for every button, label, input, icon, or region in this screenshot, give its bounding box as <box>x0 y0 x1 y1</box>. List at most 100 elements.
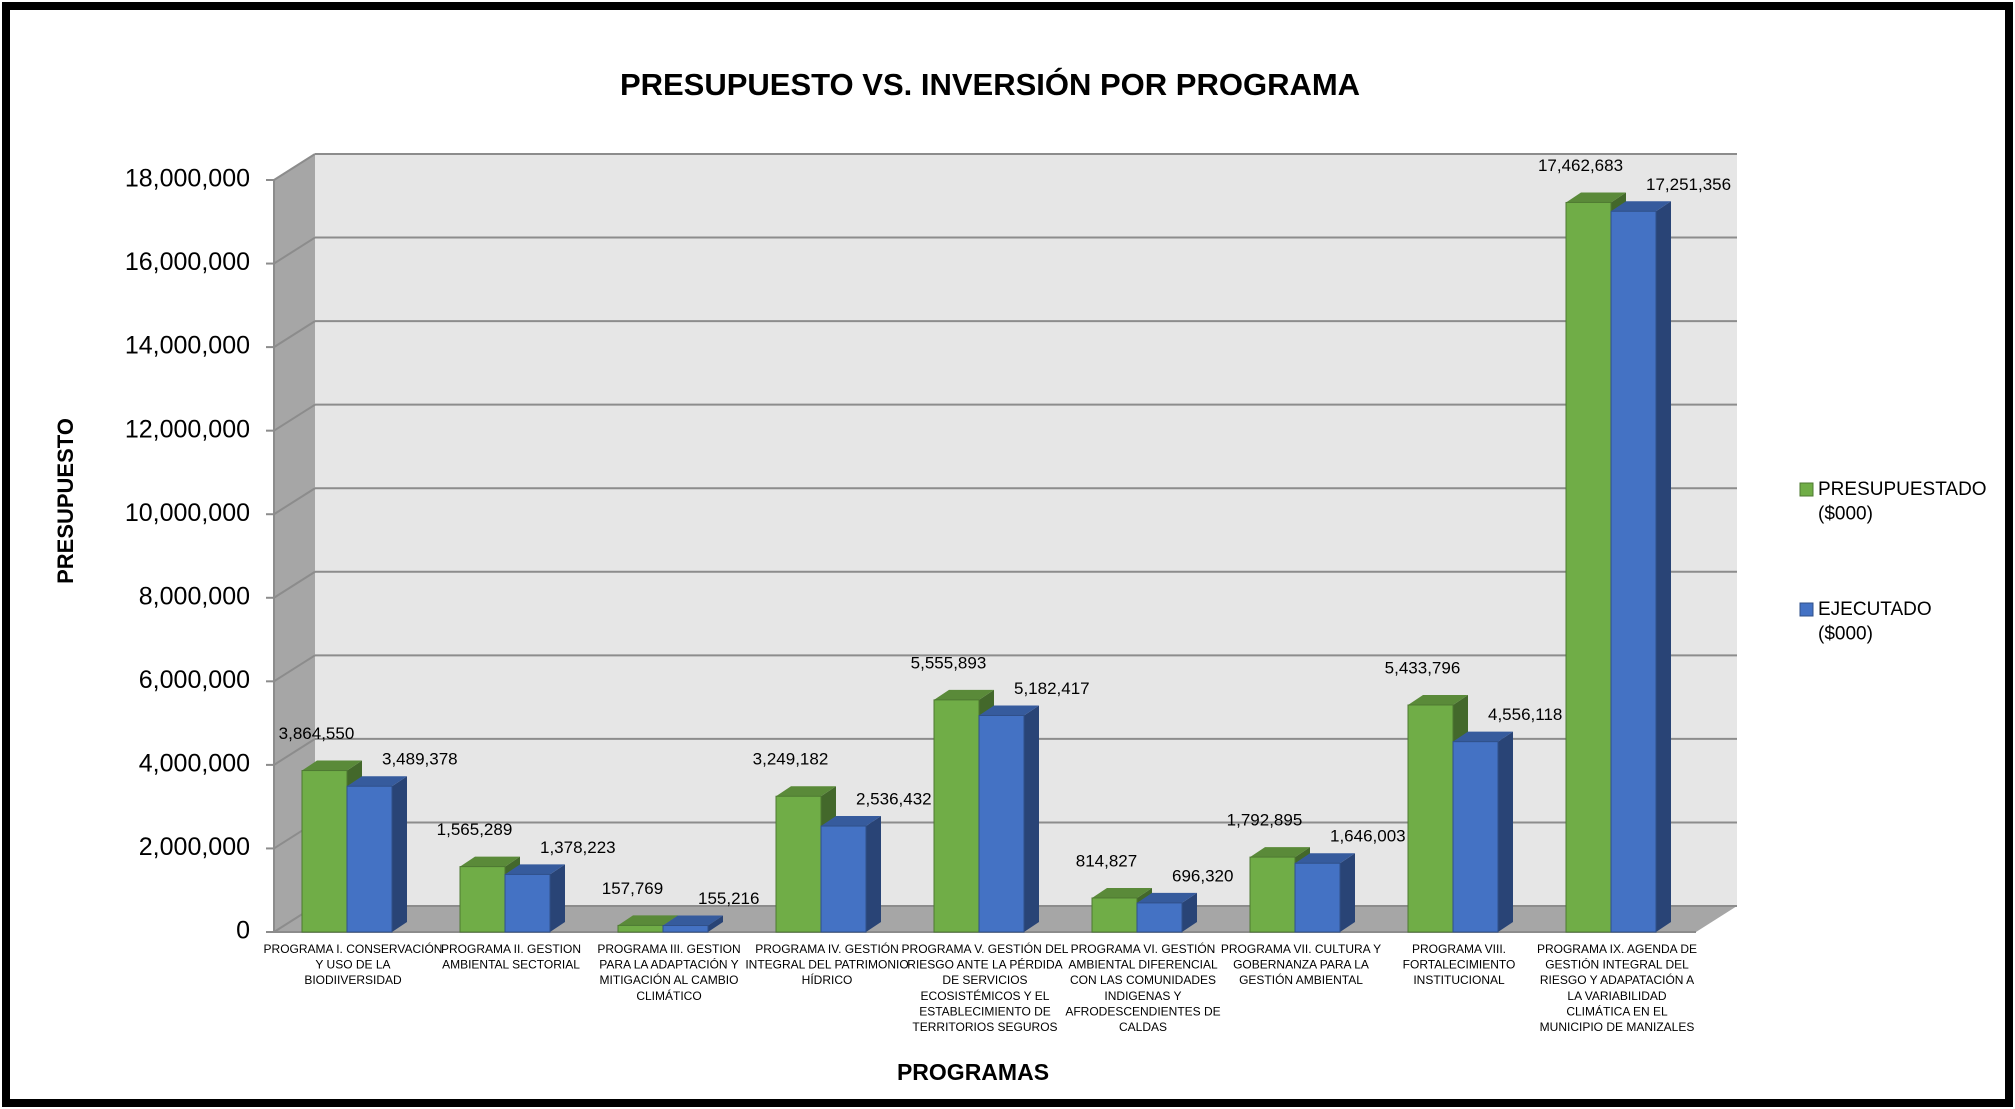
value-label: 2,536,432 <box>856 790 932 809</box>
grid-line-side <box>273 320 316 348</box>
y-tick-label: 10,000,000 <box>125 499 250 527</box>
x-tick-label: PROGRAMA II. GESTION AMBIENTAL SECTORIAL <box>441 942 581 972</box>
x-tick-label: PROGRAMA III. GESTION PARA LA ADAPTACIÓN … <box>597 942 740 1003</box>
bar-top <box>1453 731 1513 742</box>
y-tick-label: 14,000,000 <box>125 332 250 360</box>
bar <box>1249 856 1296 933</box>
bar-side <box>1498 731 1513 932</box>
bar-top <box>1611 201 1671 212</box>
bar <box>1452 741 1499 933</box>
x-tick-label: PROGRAMA IX. AGENDA DE GESTIÓN INTEGRAL D… <box>1537 942 1697 1034</box>
y-axis-title: PRESUPUESTO <box>53 418 78 584</box>
side-wall <box>274 154 315 932</box>
grid-line-side <box>273 738 316 766</box>
value-label: 814,827 <box>1076 851 1137 870</box>
bar <box>1091 897 1138 933</box>
value-label: 696,320 <box>1172 866 1233 885</box>
back-wall <box>315 154 1737 906</box>
bar <box>346 785 393 933</box>
bar <box>775 795 822 933</box>
y-tick-label: 2,000,000 <box>139 833 250 861</box>
grid-line-side <box>273 570 316 599</box>
bar-top <box>460 856 520 867</box>
value-label: 1,378,223 <box>540 838 616 857</box>
value-label: 3,489,378 <box>382 750 458 769</box>
grid-line-side <box>273 487 316 516</box>
bar <box>1136 902 1183 933</box>
bar <box>1565 201 1612 933</box>
x-tick-label: PROGRAMA VII. CULTURA Y GOBERNANZA PARA L… <box>1221 942 1381 987</box>
bar-top <box>1092 887 1152 898</box>
bar <box>1294 862 1341 933</box>
bar-top <box>821 816 881 827</box>
bar-side <box>1340 853 1355 932</box>
bar-top <box>1137 892 1197 903</box>
x-tick-label: PROGRAMA V. GESTIÓN DEL RIESGO ANTE LA PÉ… <box>902 941 1069 1034</box>
bar-side <box>866 816 881 932</box>
value-label: 155,216 <box>698 889 759 908</box>
bar-top <box>934 689 994 700</box>
bar-side <box>392 776 407 932</box>
value-label: 3,864,550 <box>279 724 355 743</box>
x-axis-title: PROGRAMAS <box>897 1059 1049 1085</box>
bar <box>301 770 348 933</box>
bar-side <box>1024 705 1039 932</box>
value-label: 17,462,683 <box>1538 156 1623 175</box>
value-label: 17,251,356 <box>1646 175 1731 194</box>
value-label: 5,433,796 <box>1385 658 1461 677</box>
y-tick-label: 18,000,000 <box>125 165 250 193</box>
y-tick-label: 0 <box>236 917 250 945</box>
y-tick-label: 12,000,000 <box>125 415 250 443</box>
grid-line-side <box>273 236 316 265</box>
bar <box>662 925 709 933</box>
bar-top <box>1566 192 1626 203</box>
bar-top <box>505 864 565 875</box>
bar-top <box>979 705 1039 716</box>
y-tick-label: 4,000,000 <box>139 749 250 777</box>
bar <box>617 924 664 933</box>
legend-label: PRESUPUESTADO ($000) <box>1818 479 1987 525</box>
bar-side <box>708 915 723 932</box>
chart-title: PRESUPUESTO VS. INVERSIÓN POR PROGRAMA <box>620 66 1360 102</box>
grid-line-side <box>273 403 316 432</box>
bar-side <box>550 864 565 932</box>
bar <box>820 825 867 933</box>
y-tick-label: 16,000,000 <box>125 248 250 276</box>
x-tick-label: PROGRAMA VIII. FORTALECIMIENTO INSTITUCION… <box>1403 942 1516 987</box>
x-tick-label: PROGRAMA I. CONSERVACIÓN Y USO DE LA BIODI… <box>264 941 443 987</box>
value-label: 1,792,895 <box>1227 811 1303 830</box>
value-label: 4,556,118 <box>1488 705 1562 724</box>
grid-line-side <box>273 654 316 683</box>
x-tick-label: PROGRAMA IV. GESTIÓN INTEGRAL DEL PATRIMO… <box>745 941 908 987</box>
bar <box>504 873 551 933</box>
grid-line-side <box>273 153 316 181</box>
y-tick-label: 8,000,000 <box>139 582 250 610</box>
bar-top <box>776 786 836 797</box>
value-label: 5,182,417 <box>1014 679 1090 698</box>
legend-swatch <box>1799 482 1814 497</box>
value-label: 1,646,003 <box>1330 827 1406 846</box>
bar <box>1610 210 1657 933</box>
value-label: 5,555,893 <box>911 653 987 672</box>
bar-top <box>663 915 723 926</box>
bar <box>459 866 506 933</box>
bar-top <box>1250 847 1310 858</box>
value-label: 3,249,182 <box>753 750 829 769</box>
value-label: 157,769 <box>602 879 663 898</box>
bar-top <box>302 760 362 771</box>
legend-swatch <box>1799 602 1814 617</box>
bar-side <box>1182 892 1197 932</box>
legend-label: EJECUTADO ($000) <box>1818 599 1932 645</box>
bar <box>933 699 980 933</box>
bar <box>978 714 1025 933</box>
bar-top <box>1295 853 1355 864</box>
bar-top <box>618 915 678 926</box>
bar-top <box>347 776 407 787</box>
bar-side <box>1656 201 1671 933</box>
x-tick-label: PROGRAMA VI. GESTIÓN AMBIENTAL DIFERENCIA… <box>1065 941 1220 1034</box>
y-tick-label: 6,000,000 <box>139 666 250 694</box>
bar-top <box>1408 694 1468 705</box>
value-label: 1,565,289 <box>437 820 513 839</box>
bar <box>1407 704 1454 933</box>
